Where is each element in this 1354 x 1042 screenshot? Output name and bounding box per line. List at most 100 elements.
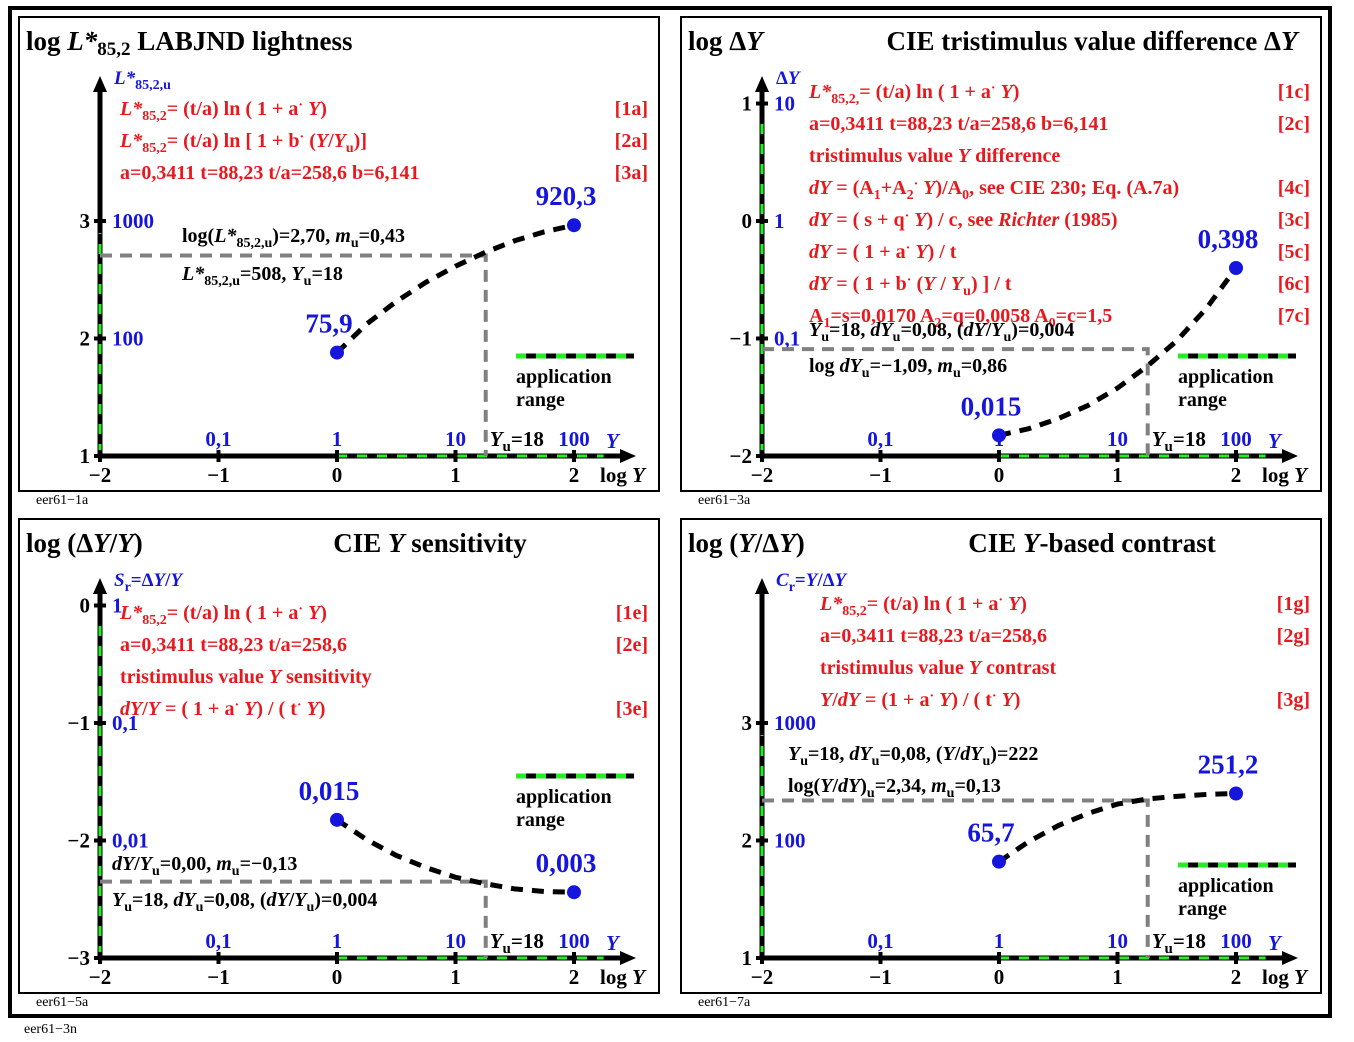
text-run: u: [893, 330, 901, 345]
text-run: ·: [914, 177, 919, 192]
chart-panel-sensitivity: log (ΔY/Y) CIE Y sensitivity Sr=ΔY/Y −2 −1 0 1…: [18, 518, 660, 994]
formula-line: tristimulus value Y difference: [809, 145, 1060, 167]
formula-line: Y/dY = (1 + a· Y) / ( t· Y): [820, 689, 1020, 711]
x-axis-arrow: [620, 449, 636, 463]
formula-line: L*85,2= (t/a) ln [ 1 + b· (Y/Yu)]: [119, 130, 367, 156]
data-point: [1229, 261, 1243, 275]
x-tick-label: −2: [89, 965, 111, 989]
data-point-label: 920,3: [536, 181, 597, 211]
text-run: )=2,70,: [272, 225, 335, 247]
result-note: Yu=18, dYu=0,08, (dY/Yu)=0,004: [112, 889, 377, 915]
data-curve: [997, 791, 1237, 864]
panel-id-difference: eer61−3a: [698, 493, 751, 508]
text-run: Y: [1281, 26, 1300, 56]
text-run: Y: [490, 929, 505, 953]
text-run: u: [503, 941, 511, 957]
x-tick-label: 0: [332, 965, 343, 989]
legend-label: application: [1178, 875, 1274, 897]
text-run: =18: [311, 263, 342, 285]
x-tick-label: 0: [994, 965, 1005, 989]
text-run: /: [985, 319, 992, 341]
text-run: 85,2: [142, 613, 167, 628]
text-run: Y: [738, 528, 757, 558]
result-note: log(Y/dY)u=2,34, mu=0,13: [788, 775, 1001, 801]
text-run: u: [983, 754, 991, 769]
formula-line: a=0,3411 t=88,23 t/a=258,6: [820, 625, 1047, 647]
text-run: difference: [970, 145, 1060, 167]
yu-label: Yu=18: [1152, 427, 1206, 455]
data-point-label: 0,003: [536, 848, 597, 878]
text-run: CIE tristimulus value difference Δ: [887, 26, 1281, 56]
y-linear-tick-label: 100: [112, 327, 144, 351]
text-run: Y: [490, 427, 505, 451]
text-run: = (t/a) ln ( 1 + a: [167, 98, 299, 120]
x-tick-label: 1: [450, 965, 461, 989]
text-run: Y: [117, 528, 136, 558]
chart-title-left: log (ΔY/Y): [26, 528, 143, 558]
formula-tag: [2e]: [616, 634, 648, 656]
text-run: =508,: [240, 263, 291, 285]
text-run: 85,2: [142, 109, 167, 124]
yu-label: Yu=18: [490, 427, 544, 455]
text-run: m: [931, 775, 947, 797]
text-run: 85,2,: [831, 92, 859, 107]
formula-tag: [5c]: [1278, 241, 1310, 263]
text-run: ): [320, 98, 327, 120]
x-top-tick-label: 10: [445, 427, 466, 451]
text-run: ·: [907, 273, 912, 288]
x-top-tick-label: 1: [994, 929, 1005, 953]
y-tick-label: 1: [80, 444, 91, 468]
text-run: ) / ( t: [256, 698, 297, 720]
text-run: log: [600, 463, 632, 487]
text-run: Y: [923, 177, 937, 199]
text-run: 85,2,u: [135, 78, 171, 93]
data-curve: [335, 222, 575, 355]
chart-title: log L*85,2 LABJND lightness: [26, 26, 353, 60]
x-axis-arrow: [620, 951, 636, 965]
y-linear-tick-label: 1: [774, 209, 785, 233]
text-run: ) / t: [928, 241, 957, 263]
text-run: Y: [140, 853, 154, 875]
x-tick-label: −1: [207, 965, 229, 989]
text-run: Y: [632, 965, 647, 989]
text-run: Y: [307, 698, 321, 720]
result-note: Yu=18, dYu=0,08, (dY/Yu)=0,004: [809, 319, 1074, 345]
text-run: CIE: [333, 528, 388, 558]
chart-panel-contrast: log (Y/ΔY) CIE Y-based contrast Cr=Y/ΔY −2−…: [680, 518, 1322, 994]
text-run: Y: [835, 570, 849, 591]
text-run: a=0,3411 t=88,23 t/a=258,6 b=6,141: [809, 113, 1108, 135]
x-top-tick-label: 10: [1107, 929, 1128, 953]
text-run: =18,: [829, 319, 870, 341]
chart-title-left: log ΔY: [688, 26, 765, 56]
result-note: log(L*85,2,u)=2,70, mu=0,43: [182, 225, 405, 251]
data-point: [992, 854, 1006, 869]
text-run: u: [821, 330, 829, 345]
y-linear-tick-label: 10: [774, 92, 795, 116]
y-linear-tick-label: 0,1: [774, 327, 800, 351]
x-axis-arrow: [1282, 449, 1298, 463]
text-run: 0: [1049, 316, 1056, 331]
text-run: =18,: [808, 743, 849, 765]
text-run: a=0,3411 t=88,23 t/a=258,6: [120, 634, 347, 656]
data-point: [567, 885, 581, 900]
x-axis-label: log Y: [1262, 463, 1309, 487]
text-run: Richter: [997, 209, 1059, 231]
text-run: )=0,004: [1011, 319, 1074, 341]
text-run: =0,13: [954, 775, 1000, 797]
text-run: ·: [906, 241, 911, 256]
text-run: /: [954, 743, 961, 765]
formula-line: A1=s=0,0170 A2=q=0,0058 A0=c=1,5: [809, 305, 1112, 331]
text-run: dY: [838, 689, 862, 711]
chart-panel-lightness: log L*85,2 LABJND lightness L*85,2,u −2 −1 0…: [18, 16, 660, 492]
text-run: 85,2: [842, 604, 867, 619]
y-tick-label: −2: [730, 444, 752, 468]
text-run: Y: [388, 528, 407, 558]
formula-line: a=0,3411 t=88,23 t/a=258,6 b=6,141: [809, 113, 1108, 135]
text-run: dY: [960, 743, 984, 765]
text-run: A: [809, 305, 824, 327]
text-run: = (t/a) ln ( 1 + a: [859, 81, 991, 103]
text-run: 85,2: [97, 39, 130, 60]
y-tick-label: −3: [68, 946, 90, 970]
text-run: =18: [1173, 929, 1206, 953]
